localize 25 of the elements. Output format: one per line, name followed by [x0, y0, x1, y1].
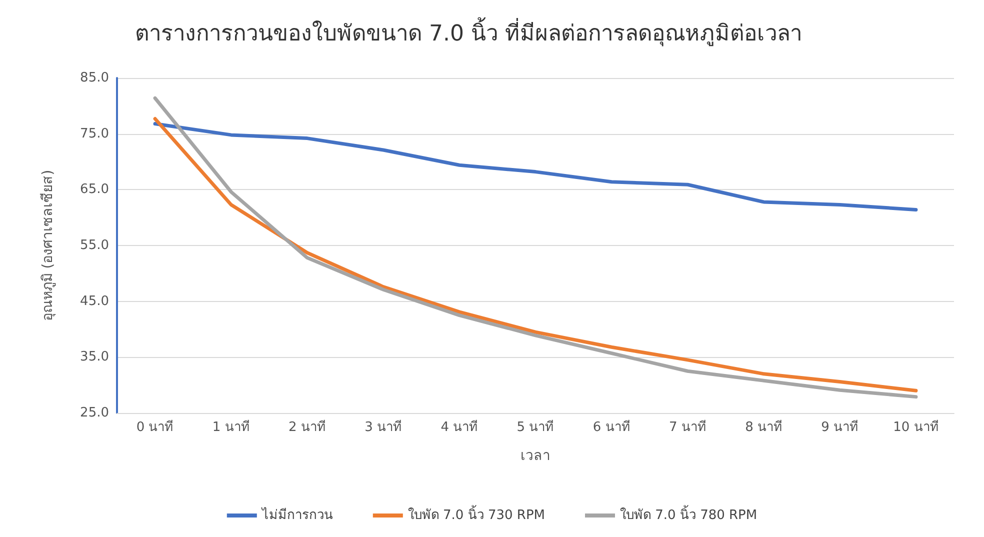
y-tick-label: 25.0	[80, 406, 109, 420]
x-tick-label: 9 นาที	[821, 419, 859, 435]
x-tick-label: 0 นาที	[136, 419, 174, 435]
y-tick-label: 35.0	[80, 350, 109, 365]
y-tick-label: 55.0	[80, 238, 109, 253]
x-tick-label: 5 นาที	[516, 419, 554, 435]
chart-title: ตารางการกวนของใบพัดขนาด 7.0 นิ้ว ที่มีผลต่อการลดอุณหภูมิต่อเวลา	[135, 18, 802, 46]
y-tick-label: 45.0	[80, 294, 109, 309]
x-axis-title: เวลา	[520, 448, 550, 464]
x-tick-label: 10 นาที	[893, 419, 939, 435]
legend-label: ใบพัด 7.0 นิ้ว 780 RPM	[620, 505, 758, 523]
x-tick-label: 7 นาที	[668, 419, 706, 435]
x-tick-label: 4 นาที	[440, 419, 478, 435]
y-axis-title: อุณหภูมิ (องศาเซลเซียส)	[40, 170, 56, 322]
y-tick-label: 75.0	[80, 126, 109, 142]
x-tick-label: 8 นาที	[745, 419, 782, 435]
y-tick-label: 65.0	[80, 182, 109, 198]
y-tick-label: 85.0	[80, 70, 109, 86]
line-series	[153, 122, 918, 212]
legend-label: ใบพัด 7.0 นิ้ว 730 RPM	[408, 505, 546, 523]
x-tick-label: 2 นาที	[288, 419, 326, 435]
x-tick-label: 6 นาที	[592, 419, 630, 435]
x-tick-label: 3 นาที	[364, 419, 402, 435]
legend-label: ไม่มีการกวน	[260, 507, 333, 523]
x-tick-label: 1 นาที	[212, 419, 250, 435]
